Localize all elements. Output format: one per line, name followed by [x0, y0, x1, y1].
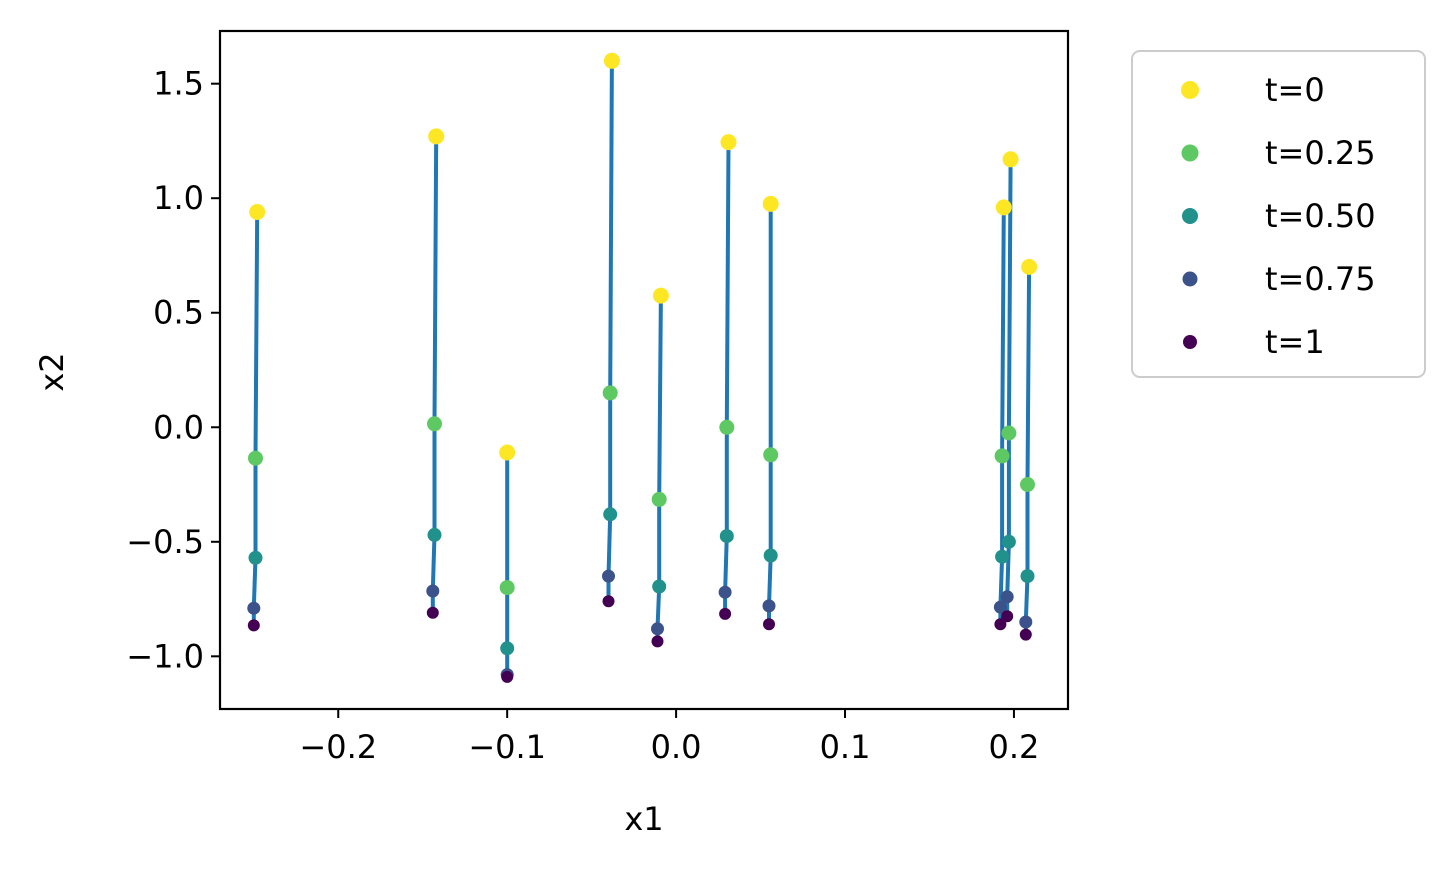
data-point: [1021, 258, 1038, 275]
data-point: [500, 641, 515, 656]
data-point: [652, 287, 669, 304]
data-point: [718, 585, 732, 599]
trajectory-lines: [251, 60, 1032, 677]
data-point: [719, 529, 734, 544]
data-point: [763, 447, 779, 463]
data-point: [603, 507, 618, 522]
data-point: [762, 195, 779, 212]
legend-marker: [1181, 81, 1199, 99]
data-point: [651, 635, 664, 648]
legend: t=0 t=0.25 t=0.50 t=0.75 t=1: [1131, 50, 1426, 378]
data-points: [247, 52, 1038, 683]
data-point: [247, 619, 260, 632]
legend-label: t=0.75: [1265, 260, 1376, 298]
data-point: [1000, 590, 1014, 604]
x-tick-label: 0.2: [988, 728, 1039, 766]
data-point: [1001, 610, 1014, 623]
legend-marker: [1182, 271, 1198, 287]
data-point: [651, 622, 664, 636]
data-point: [1019, 615, 1033, 629]
data-point: [1002, 151, 1019, 168]
data-point: [994, 618, 1007, 631]
data-point: [426, 584, 440, 598]
legend-marker: [1182, 208, 1198, 224]
y-tick-label: 0.5: [153, 294, 204, 332]
legend-label: t=1: [1265, 323, 1325, 361]
data-point: [248, 550, 263, 565]
y-tick-label: 1.5: [153, 65, 204, 103]
data-point: [428, 128, 445, 145]
data-point: [651, 491, 667, 507]
legend-box: [1131, 50, 1426, 378]
data-point: [247, 601, 261, 615]
data-point: [427, 416, 442, 432]
data-point: [249, 204, 266, 220]
x-tick-label: −0.1: [468, 728, 546, 766]
x-axis-label: x1: [624, 800, 663, 838]
data-point: [652, 579, 667, 594]
data-point: [763, 618, 775, 631]
x-tick-label: 0.1: [820, 728, 871, 766]
data-point: [602, 569, 615, 583]
data-point: [719, 607, 732, 620]
x-tick-label: −0.2: [299, 728, 377, 766]
data-point: [499, 444, 516, 461]
data-point: [426, 606, 439, 619]
data-point: [501, 670, 514, 683]
data-point: [995, 549, 1010, 564]
y-tick-label: −0.5: [126, 523, 204, 561]
data-point: [995, 199, 1012, 216]
legend-label: t=0.25: [1265, 134, 1376, 172]
y-axis-ticks: −1.0 −0.5 0.0 0.5 1.0 1.5: [126, 65, 220, 675]
trajectory-line: [723, 142, 731, 614]
y-axis-label: x2: [33, 352, 71, 391]
data-point: [762, 599, 776, 613]
data-point: [720, 134, 737, 151]
data-point: [1020, 569, 1035, 584]
x-axis-ticks: −0.2 −0.1 0.0 0.1 0.2: [299, 709, 1039, 766]
data-point: [248, 450, 263, 466]
legend-label: t=0.50: [1265, 197, 1376, 235]
data-point: [499, 580, 515, 596]
y-tick-label: −1.0: [126, 637, 204, 675]
data-point: [602, 385, 618, 401]
data-point: [603, 52, 620, 69]
data-point: [427, 527, 442, 542]
legend-marker: [1181, 144, 1199, 162]
x-tick-label: 0.0: [651, 728, 702, 766]
data-point: [993, 600, 1007, 614]
y-tick-label: 1.0: [153, 179, 204, 217]
data-point: [602, 595, 615, 608]
data-point: [1020, 477, 1035, 492]
data-point: [763, 548, 778, 563]
y-tick-label: 0.0: [153, 408, 204, 446]
legend-label: t=0: [1265, 71, 1325, 109]
data-point: [719, 419, 735, 435]
legend-marker: [1183, 335, 1197, 349]
data-point: [1001, 534, 1016, 549]
plot-frame: [218, 29, 1070, 711]
data-point: [1001, 425, 1017, 441]
data-point: [994, 448, 1010, 464]
data-point: [1019, 628, 1032, 641]
